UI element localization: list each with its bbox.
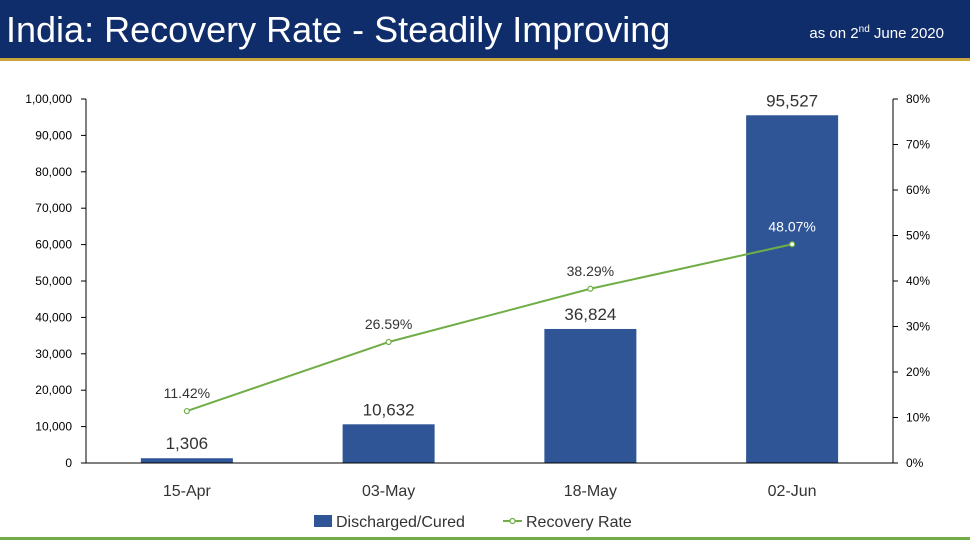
left-tick-label: 90,000 <box>35 128 72 142</box>
category-label: 18-May <box>564 483 617 500</box>
date-stamp: as on 2nd June 2020 <box>809 24 944 42</box>
right-tick-label: 50% <box>906 229 930 243</box>
legend-bar-label: Discharged/Cured <box>336 514 465 531</box>
bar <box>342 424 435 463</box>
date-ordinal: nd <box>858 24 870 35</box>
legend-bar-swatch <box>314 515 332 527</box>
line-point <box>789 241 796 248</box>
bar <box>140 458 233 463</box>
bar-value-label: 10,632 <box>363 400 415 419</box>
legend-line-label: Recovery Rate <box>526 514 632 531</box>
bar-value-label: 95,527 <box>766 91 818 110</box>
bar-series: 1,306 10,632 36,824 95,527 <box>140 91 839 463</box>
date-suffix: June 2020 <box>869 25 944 42</box>
legend: Discharged/Cured Recovery Rate <box>314 514 632 531</box>
line-value-label: 48.07% <box>768 218 815 234</box>
header-divider <box>0 58 970 61</box>
left-tick-label: 1,00,000 <box>25 92 72 106</box>
legend-line-marker <box>509 517 516 525</box>
category-label: 03-May <box>362 483 415 500</box>
left-tick-label: 40,000 <box>35 310 72 324</box>
right-tick-label: 60% <box>906 183 930 197</box>
left-tick-label: 30,000 <box>35 347 72 361</box>
line-series: 11.42% 26.59% 38.29% 48.07% <box>164 218 816 415</box>
page-title: India: Recovery Rate - Steadily Improvin… <box>6 9 671 50</box>
left-tick-label: 0 <box>65 456 72 470</box>
header-bar <box>0 0 970 58</box>
right-tick-label: 0% <box>906 456 924 470</box>
bar-value-label: 1,306 <box>166 434 209 453</box>
right-tick-label: 20% <box>906 365 930 379</box>
bar <box>544 328 637 463</box>
category-label: 15-Apr <box>163 483 212 500</box>
footer-divider <box>0 537 970 540</box>
bar-value-label: 36,824 <box>564 305 616 324</box>
left-axis: 0 10,000 20,000 30,000 40,000 50,000 60,000 70,… <box>25 92 87 470</box>
right-axis: 0% 10% 20% 30% 40% 50% 60% 70% 80% <box>892 92 930 470</box>
date-prefix: as on 2 <box>809 25 859 42</box>
right-tick-label: 80% <box>906 92 930 106</box>
line-point <box>587 285 594 292</box>
left-tick-label: 60,000 <box>35 238 72 252</box>
category-axis: 15-Apr 03-May 18-May 02-Jun <box>86 462 893 500</box>
category-label: 02-Jun <box>768 483 817 500</box>
line-value-label: 38.29% <box>567 263 614 279</box>
bar <box>746 115 839 463</box>
right-tick-label: 30% <box>906 320 930 334</box>
left-tick-label: 50,000 <box>35 274 72 288</box>
right-tick-label: 10% <box>906 411 930 425</box>
left-tick-label: 10,000 <box>35 420 72 434</box>
right-tick-label: 70% <box>906 138 930 152</box>
left-tick-label: 70,000 <box>35 201 72 215</box>
line-value-label: 26.59% <box>365 316 412 332</box>
line-point <box>385 338 392 346</box>
recovery-rate-line <box>186 243 793 412</box>
left-tick-label: 20,000 <box>35 383 72 397</box>
left-tick-label: 80,000 <box>35 165 72 179</box>
line-point <box>183 407 190 415</box>
line-value-label: 11.42% <box>164 385 210 401</box>
right-tick-label: 40% <box>906 274 930 288</box>
